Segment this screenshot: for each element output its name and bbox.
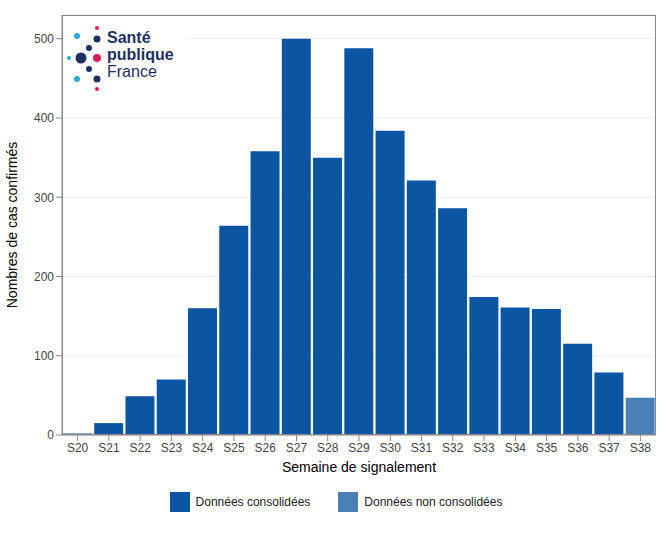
html-text:Données consolidées: Données consolidées <box>195 495 311 509</box>
svg-text:S27: S27 <box>286 441 308 455</box>
html-text:Données non consolidées: Données non consolidées <box>364 495 503 509</box>
svg-text:S37: S37 <box>598 441 620 455</box>
svg-text:0: 0 <box>47 428 54 442</box>
svg-text:Semaine de signalement: Semaine de signalement <box>282 459 436 475</box>
svg-text:500: 500 <box>34 32 54 46</box>
html-text:France: France <box>107 63 157 80</box>
svg-text:S22: S22 <box>129 441 151 455</box>
html-text:publique: publique <box>107 46 174 63</box>
svg-text:S29: S29 <box>348 441 370 455</box>
svg-text:S34: S34 <box>505 441 527 455</box>
svg-text:100: 100 <box>34 349 54 363</box>
svg-text:S30: S30 <box>380 441 402 455</box>
svg-text:S24: S24 <box>192 441 214 455</box>
svg-text:S35: S35 <box>536 441 558 455</box>
svg-text:S25: S25 <box>223 441 245 455</box>
svg-text:Nombres de cas confirmés: Nombres de cas confirmés <box>8 142 20 309</box>
svg-text:S36: S36 <box>567 441 589 455</box>
svg-text:S32: S32 <box>442 441 464 455</box>
svg-text:S26: S26 <box>255 441 277 455</box>
svg-text:400: 400 <box>34 111 54 125</box>
html-text:Santé: Santé <box>107 29 151 46</box>
svg-text:200: 200 <box>34 270 54 284</box>
svg-text:S28: S28 <box>317 441 339 455</box>
svg-text:S33: S33 <box>473 441 495 455</box>
svg-text:S31: S31 <box>411 441 433 455</box>
svg-text:S38: S38 <box>630 441 652 455</box>
svg-text:300: 300 <box>34 191 54 205</box>
svg-text:S21: S21 <box>98 441 120 455</box>
svg-text:S20: S20 <box>67 441 89 455</box>
svg-text:S23: S23 <box>161 441 183 455</box>
